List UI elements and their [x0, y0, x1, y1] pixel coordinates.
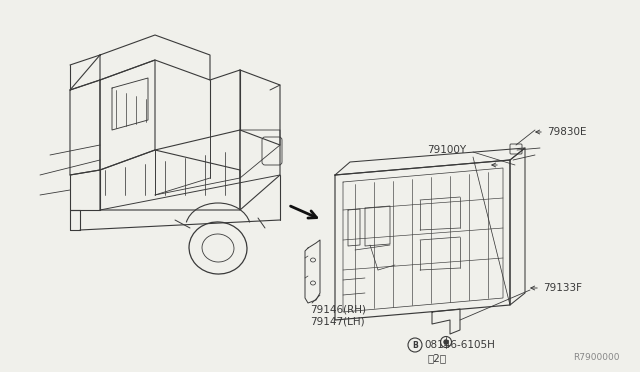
Text: 79146(RH): 79146(RH)	[310, 304, 366, 314]
Text: 08146-6105H: 08146-6105H	[424, 340, 495, 350]
Text: 79133F: 79133F	[543, 283, 582, 293]
Text: B: B	[412, 340, 418, 350]
Text: （2）: （2）	[428, 353, 447, 363]
Circle shape	[444, 340, 448, 344]
Text: 79147(LH): 79147(LH)	[310, 317, 365, 327]
Text: 79830E: 79830E	[547, 127, 586, 137]
Text: R7900000: R7900000	[573, 353, 620, 362]
Text: 79100Y: 79100Y	[427, 145, 466, 155]
